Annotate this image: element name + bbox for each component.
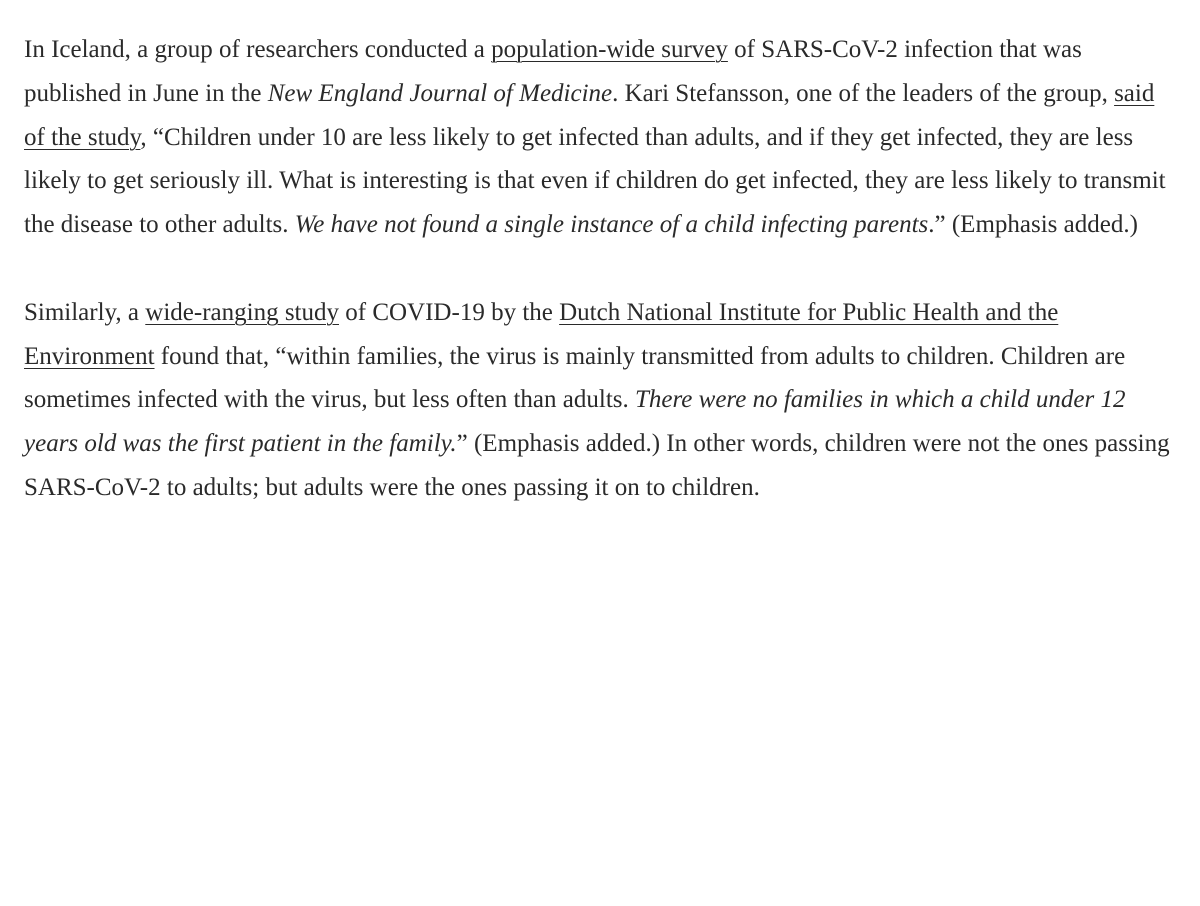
emphasized-quote: We have not found a single instance of a… <box>295 211 928 238</box>
text-segment: In Iceland, a group of researchers condu… <box>24 36 491 63</box>
journal-title: New England Journal of Medicine <box>268 80 612 107</box>
text-segment: .” (Emphasis added.) <box>928 211 1138 238</box>
link-wide-ranging-study[interactable]: wide-ranging study <box>145 299 339 326</box>
text-segment: Similarly, a <box>24 299 145 326</box>
text-segment: . Kari Stefansson, one of the leaders of… <box>612 80 1114 107</box>
link-population-survey[interactable]: population-wide survey <box>491 36 728 63</box>
paragraph-1: In Iceland, a group of researchers condu… <box>24 28 1176 247</box>
text-segment: of COVID-19 by the <box>339 299 559 326</box>
paragraph-2: Similarly, a wide-ranging study of COVID… <box>24 291 1176 510</box>
